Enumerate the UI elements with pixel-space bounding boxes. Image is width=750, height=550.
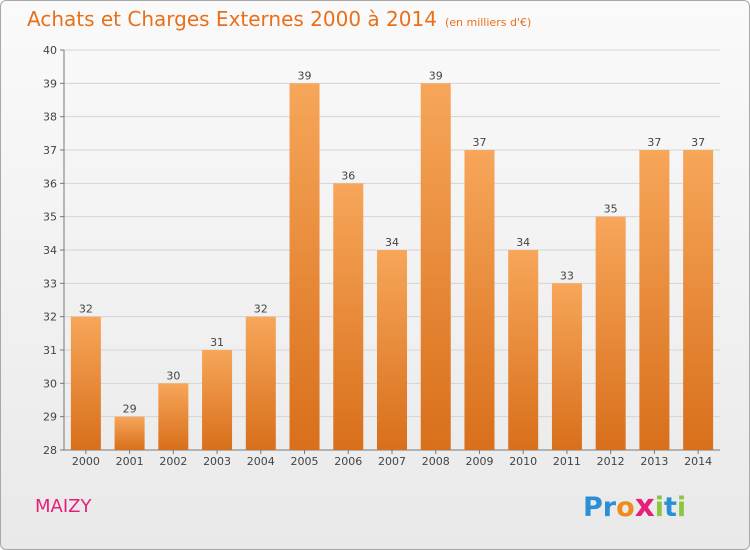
bar-2012 bbox=[595, 216, 626, 450]
proxiti-logo: Proxiti bbox=[583, 488, 686, 524]
x-tick-label-2000: 2000 bbox=[72, 455, 100, 468]
data-label-2011: 33 bbox=[560, 269, 574, 282]
logo-letter: o bbox=[616, 492, 635, 523]
bar-2010 bbox=[508, 250, 539, 450]
bar-2000 bbox=[70, 316, 101, 450]
data-label-2012: 35 bbox=[604, 203, 618, 216]
y-tick-label: 34 bbox=[43, 244, 57, 257]
x-tick-label-2004: 2004 bbox=[247, 455, 275, 468]
y-tick-label: 28 bbox=[43, 444, 57, 457]
x-tick-label-2005: 2005 bbox=[291, 455, 319, 468]
y-tick-label: 29 bbox=[43, 411, 57, 424]
x-tick-label-2006: 2006 bbox=[334, 455, 362, 468]
x-tick-label-2011: 2011 bbox=[553, 455, 581, 468]
data-label-2008: 39 bbox=[429, 69, 443, 82]
logo-letter: x bbox=[634, 488, 655, 524]
data-label-2006: 36 bbox=[341, 169, 355, 182]
x-tick-label-2008: 2008 bbox=[422, 455, 450, 468]
chart-title: Achats et Charges Externes 2000 à 2014 (e… bbox=[27, 7, 531, 31]
chart-unit: (en milliers d'€) bbox=[444, 16, 532, 29]
y-tick-label: 39 bbox=[43, 77, 57, 90]
bar-2013 bbox=[639, 150, 670, 450]
x-tick-label-2002: 2002 bbox=[159, 455, 187, 468]
y-tick-label: 32 bbox=[43, 311, 57, 324]
bar-2006 bbox=[333, 183, 364, 451]
data-label-2005: 39 bbox=[298, 69, 312, 82]
bar-2005 bbox=[289, 83, 320, 450]
data-label-2013: 37 bbox=[647, 136, 661, 149]
bar-2008 bbox=[420, 83, 451, 450]
y-tick-label: 38 bbox=[43, 111, 57, 124]
logo-letter: i bbox=[676, 492, 687, 523]
bar-2003 bbox=[202, 350, 233, 450]
data-label-2002: 30 bbox=[166, 369, 180, 382]
x-tick-label-2012: 2012 bbox=[597, 455, 625, 468]
data-label-2004: 32 bbox=[254, 303, 268, 316]
y-tick-label: 40 bbox=[43, 44, 57, 57]
data-label-2001: 29 bbox=[123, 403, 137, 416]
data-label-2007: 34 bbox=[385, 236, 399, 249]
y-tick-label: 30 bbox=[43, 377, 57, 390]
data-label-2009: 37 bbox=[472, 136, 486, 149]
data-label-2014: 37 bbox=[691, 136, 705, 149]
logo-letter: t bbox=[663, 492, 677, 523]
y-tick-label: 33 bbox=[43, 277, 57, 290]
bars bbox=[70, 83, 714, 451]
x-tick-label-2013: 2013 bbox=[640, 455, 668, 468]
x-tick-label-2010: 2010 bbox=[509, 455, 537, 468]
x-tick-label-2001: 2001 bbox=[116, 455, 144, 468]
y-tick-label: 36 bbox=[43, 177, 57, 190]
data-label-2000: 32 bbox=[79, 303, 93, 316]
bar-2007 bbox=[377, 250, 407, 450]
data-label-2010: 34 bbox=[516, 236, 530, 249]
bar-2009 bbox=[464, 150, 495, 450]
bar-2004 bbox=[245, 316, 276, 450]
x-tick-label-2007: 2007 bbox=[378, 455, 406, 468]
data-label-2003: 31 bbox=[210, 336, 224, 349]
bar-2001 bbox=[114, 416, 145, 450]
bar-2011 bbox=[551, 283, 582, 450]
y-tick-label: 35 bbox=[43, 211, 57, 224]
chart-title-text: Achats et Charges Externes 2000 à 2014 bbox=[27, 7, 437, 31]
logo-letter: i bbox=[654, 492, 664, 523]
y-tick-label: 37 bbox=[43, 144, 57, 157]
x-tick-label-2009: 2009 bbox=[465, 455, 493, 468]
x-tick-label-2003: 2003 bbox=[203, 455, 231, 468]
x-tick-label-2014: 2014 bbox=[684, 455, 712, 468]
bar-2002 bbox=[158, 383, 189, 450]
commune-name: MAIZY bbox=[35, 496, 92, 517]
logo-letter: r bbox=[602, 492, 617, 523]
logo-letter: P bbox=[583, 492, 603, 523]
bar-2014 bbox=[683, 150, 714, 450]
labels: 28 29 30 31 32 33 34 35 36 37 38 39 40 32 2000 29 2001 30… bbox=[43, 44, 712, 468]
y-tick-label: 31 bbox=[43, 344, 57, 357]
